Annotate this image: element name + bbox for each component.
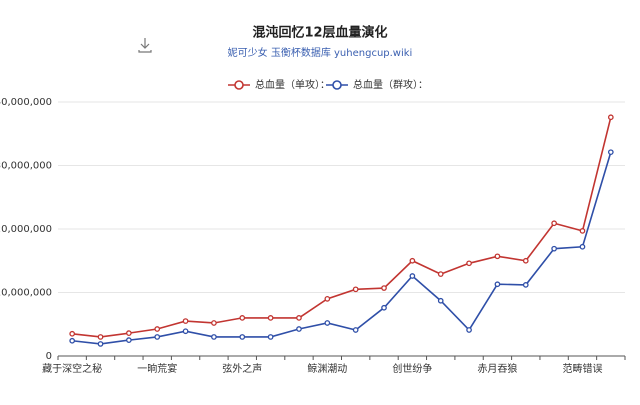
y-tick-label: 20,000,000 xyxy=(0,224,52,235)
data-point xyxy=(579,228,586,234)
data-point xyxy=(522,282,529,288)
data-point xyxy=(267,334,274,340)
data-point xyxy=(607,114,614,121)
series-line xyxy=(72,117,612,338)
data-point xyxy=(97,341,104,347)
data-point xyxy=(409,257,416,264)
data-point xyxy=(154,326,161,332)
data-point xyxy=(211,320,217,326)
data-point xyxy=(126,337,132,343)
data-point xyxy=(437,271,444,277)
data-point xyxy=(239,315,246,321)
data-point xyxy=(494,281,501,288)
data-point xyxy=(69,330,76,337)
data-point xyxy=(182,328,189,335)
chart-title: 混沌回忆12层血量演化 xyxy=(252,25,387,41)
data-point xyxy=(97,334,104,340)
data-point xyxy=(551,220,557,227)
data-point xyxy=(466,260,472,267)
data-point xyxy=(494,253,501,260)
data-point xyxy=(296,315,302,321)
x-tick-label: 范畴错误 xyxy=(562,362,602,375)
data-point xyxy=(126,330,132,336)
data-point xyxy=(522,257,529,264)
data-point xyxy=(381,285,387,291)
data-point xyxy=(437,297,444,304)
data-point xyxy=(551,245,557,252)
y-tick-label: 40,000,000 xyxy=(0,97,52,108)
data-point xyxy=(211,334,217,340)
x-tick-label: 一晌荒宴 xyxy=(137,362,177,375)
data-point xyxy=(154,334,161,340)
data-point xyxy=(466,327,472,333)
y-tick-label: 0 xyxy=(46,351,52,362)
legend-label[interactable]: 总血量（单攻）： xyxy=(255,78,330,91)
data-point xyxy=(607,149,614,156)
download-icon[interactable] xyxy=(138,38,152,53)
data-point xyxy=(296,326,302,332)
chart-subtitle: 妮可少女 玉衡杯数据库 yuhengcup.wiki xyxy=(228,46,413,59)
data-point xyxy=(352,327,359,333)
legend-marker[interactable] xyxy=(234,80,244,90)
data-point xyxy=(324,320,331,326)
x-tick-label: 赤月吞狼 xyxy=(477,362,517,375)
legend-label[interactable]: 总血量（群攻）： xyxy=(353,78,428,91)
data-point xyxy=(324,295,331,302)
legend-marker[interactable] xyxy=(332,80,342,90)
data-point xyxy=(409,273,416,279)
data-point xyxy=(267,315,274,321)
data-point xyxy=(381,304,387,311)
x-tick-label: 藏于深空之秘 xyxy=(42,362,102,375)
data-point xyxy=(69,337,76,344)
x-tick-label: 弦外之声 xyxy=(222,362,262,375)
data-point xyxy=(239,334,246,340)
y-tick-label: 10,000,000 xyxy=(0,288,52,299)
y-tick-label: 30,000,000 xyxy=(0,161,52,172)
data-point xyxy=(352,286,359,293)
x-tick-label: 鲸渊潮动 xyxy=(307,362,347,375)
data-point xyxy=(579,243,586,250)
data-point xyxy=(182,318,189,324)
x-tick-label: 创世纷争 xyxy=(392,362,432,375)
series-line xyxy=(72,151,612,345)
